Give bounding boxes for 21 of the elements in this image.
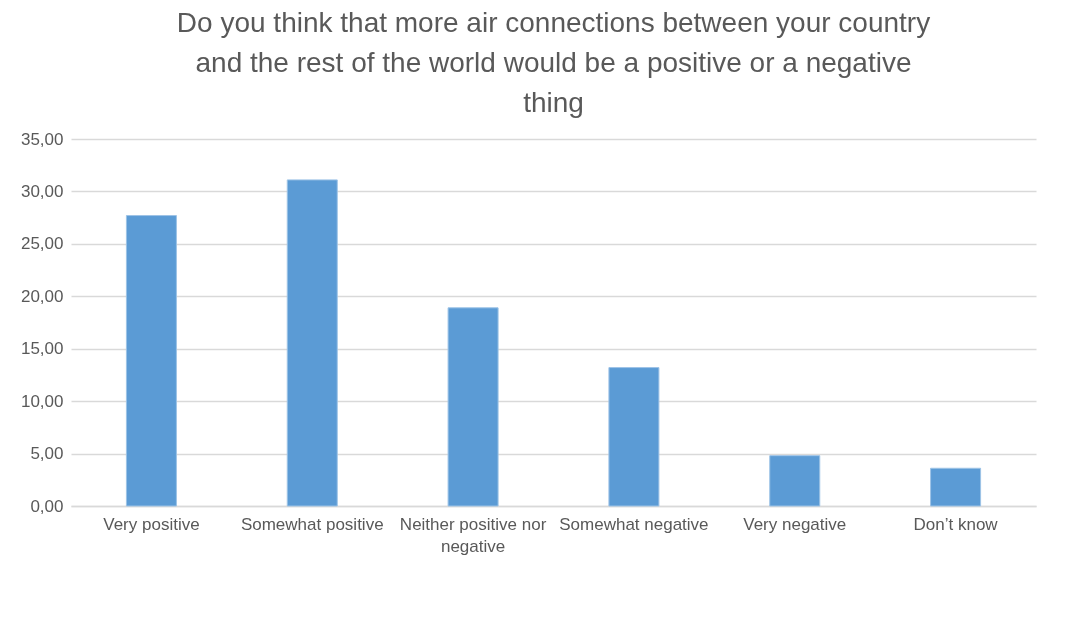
x-tick-label: Somewhat negative	[559, 514, 709, 534]
y-tick-label: 30,00	[20, 181, 64, 201]
y-tick-label: 15,00	[20, 339, 64, 359]
y-tick-label: 5,00	[30, 444, 64, 464]
bar	[286, 179, 338, 507]
y-tick-label: 35,00	[20, 129, 64, 149]
bar	[608, 367, 660, 507]
chart-title: Do you think that more air connections between your country and the rest of the world would be a positive or a negative thing	[176, 7, 931, 118]
x-tick-label: Somewhat positive	[240, 514, 384, 534]
bar	[125, 215, 177, 507]
y-tick-label: 20,00	[20, 286, 64, 306]
bar	[447, 307, 499, 507]
x-tick-label: Neither positive nor negative	[399, 514, 547, 556]
x-tick-label: Very negative	[743, 514, 847, 534]
y-tick-label: 25,00	[20, 234, 64, 254]
x-tick-label: Don’t know	[913, 514, 999, 534]
y-tick-label: 10,00	[20, 391, 64, 411]
y-tick-label: 0,00	[30, 496, 64, 516]
bar	[769, 455, 821, 507]
x-tick-label: Very positive	[103, 514, 200, 534]
bar	[930, 467, 982, 507]
